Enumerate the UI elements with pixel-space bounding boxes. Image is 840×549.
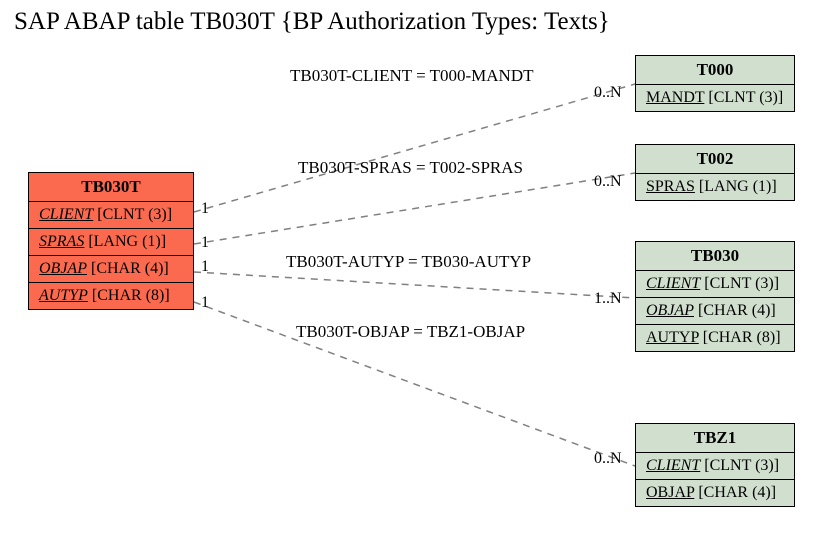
field-name: OBJAP	[646, 302, 694, 319]
field-type: [CHAR (8)]	[88, 287, 170, 304]
table-field-row: OBJAP [CHAR (4)]	[636, 298, 794, 325]
field-type: [LANG (1)]	[695, 178, 777, 195]
related-table: TB030CLIENT [CLNT (3)]OBJAP [CHAR (4)]AU…	[635, 241, 795, 352]
cardinality-left: 1	[201, 258, 209, 276]
table-field-row: AUTYP [CHAR (8)]	[29, 283, 193, 309]
field-name: MANDT	[646, 89, 704, 106]
related-table: T002SPRAS [LANG (1)]	[635, 144, 795, 201]
table-field-row: OBJAP [CHAR (4)]	[29, 256, 193, 283]
field-name: OBJAP	[646, 484, 694, 501]
table-field-row: SPRAS [LANG (1)]	[636, 174, 794, 200]
relationship-label: TB030T-SPRAS = T002-SPRAS	[298, 158, 523, 178]
field-name: OBJAP	[39, 260, 87, 277]
field-type: [CHAR (8)]	[699, 329, 781, 346]
field-type: [LANG (1)]	[84, 233, 166, 250]
field-name: CLIENT	[646, 457, 700, 474]
diagram-title: SAP ABAP table TB030T {BP Authorization …	[14, 8, 610, 36]
field-type: [CHAR (4)]	[87, 260, 169, 277]
relationship-label: TB030T-CLIENT = T000-MANDT	[290, 66, 534, 86]
table-header: T000	[636, 56, 794, 85]
relationship-label: TB030T-OBJAP = TBZ1-OBJAP	[296, 322, 525, 342]
cardinality-right: 0..N	[594, 84, 622, 102]
table-header: TBZ1	[636, 424, 794, 453]
relationship-label: TB030T-AUTYP = TB030-AUTYP	[286, 252, 531, 272]
table-field-row: SPRAS [LANG (1)]	[29, 229, 193, 256]
table-field-row: MANDT [CLNT (3)]	[636, 85, 794, 111]
table-field-row: AUTYP [CHAR (8)]	[636, 325, 794, 351]
cardinality-right: 0..N	[594, 450, 622, 468]
table-field-row: CLIENT [CLNT (3)]	[29, 202, 193, 229]
cardinality-left: 1	[201, 200, 209, 218]
field-type: [CHAR (4)]	[694, 302, 776, 319]
field-type: [CHAR (4)]	[694, 484, 776, 501]
table-header: T002	[636, 145, 794, 174]
field-type: [CLNT (3)]	[93, 206, 172, 223]
field-name: AUTYP	[39, 287, 88, 304]
main-table: TB030TCLIENT [CLNT (3)]SPRAS [LANG (1)]O…	[28, 172, 194, 310]
table-header: TB030T	[29, 173, 193, 202]
field-name: CLIENT	[39, 206, 93, 223]
field-type: [CLNT (3)]	[704, 89, 783, 106]
table-field-row: CLIENT [CLNT (3)]	[636, 453, 794, 480]
field-type: [CLNT (3)]	[700, 457, 779, 474]
table-field-row: CLIENT [CLNT (3)]	[636, 271, 794, 298]
cardinality-right: 0..N	[594, 173, 622, 191]
field-name: CLIENT	[646, 275, 700, 292]
related-table: TBZ1CLIENT [CLNT (3)]OBJAP [CHAR (4)]	[635, 423, 795, 507]
field-type: [CLNT (3)]	[700, 275, 779, 292]
field-name: AUTYP	[646, 329, 699, 346]
field-name: SPRAS	[39, 233, 84, 250]
table-header: TB030	[636, 242, 794, 271]
cardinality-left: 1	[201, 234, 209, 252]
cardinality-right: 1..N	[594, 290, 622, 308]
related-table: T000MANDT [CLNT (3)]	[635, 55, 795, 112]
field-name: SPRAS	[646, 178, 695, 195]
table-field-row: OBJAP [CHAR (4)]	[636, 480, 794, 506]
cardinality-left: 1	[201, 294, 209, 312]
